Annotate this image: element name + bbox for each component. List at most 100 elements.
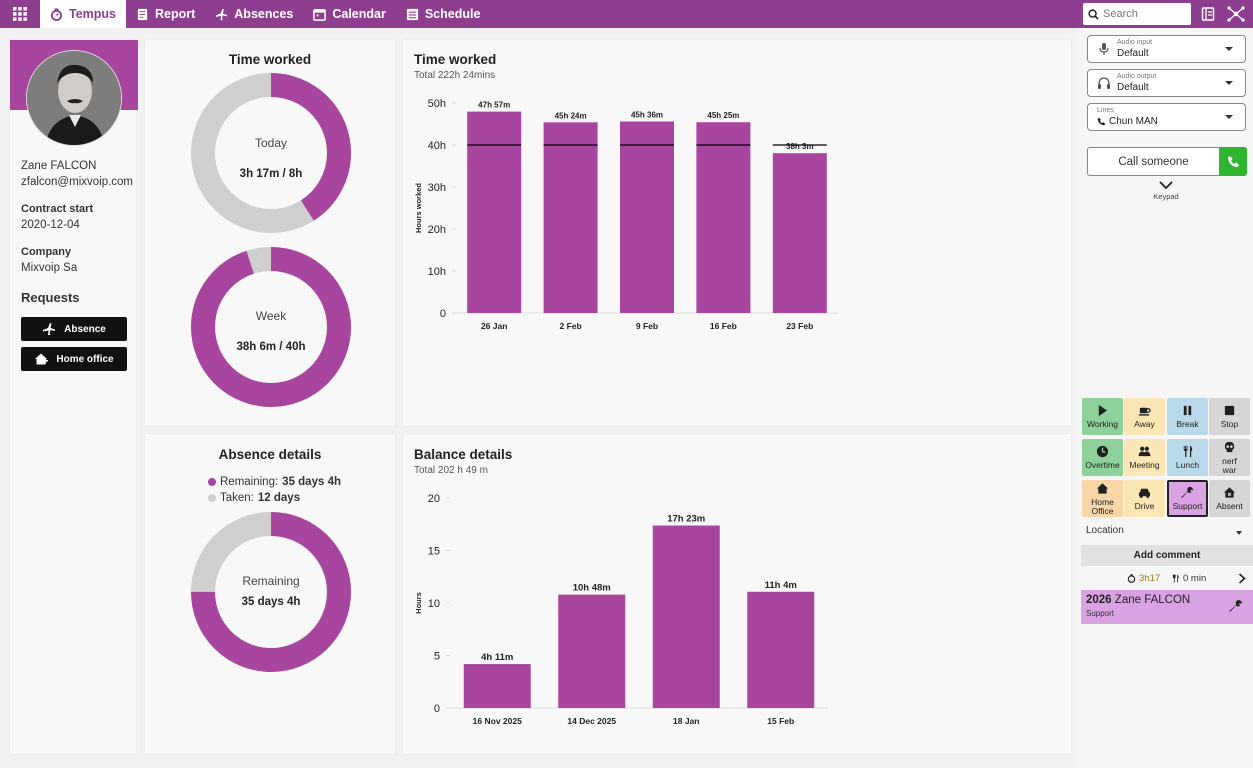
audio-output-select[interactable]: Audio output Default [1087,69,1246,97]
x-tick-label: 9 Feb [636,321,658,331]
audio-output-label: Audio output [1117,73,1157,80]
tab-label: Schedule [424,7,481,21]
tab-report[interactable]: Report [126,0,205,28]
balance-chart-title: Balance details [414,447,513,462]
lines-select[interactable]: Lines Chun MAN [1087,103,1246,131]
absence-request-button[interactable]: Absence [21,317,127,341]
location-label: Location [1086,525,1124,536]
profile-email: zfalcon@mixvoip.com [21,176,134,188]
bar [558,594,626,708]
time-entry-row[interactable]: 2026 Zane FALCON Support [1081,590,1253,624]
bar [747,591,815,708]
add-comment-button[interactable]: Add comment [1081,545,1253,566]
phone-icon [1097,117,1106,126]
plane-icon [216,8,228,20]
legend-taken: Taken: 12 days [208,492,300,504]
legend-remaining: Remaining: 35 days 4h [208,476,341,488]
lines-value: Chun MAN [1109,116,1158,127]
contract-start-value: 2020-12-04 [21,219,80,231]
search-input[interactable]: Search [1083,3,1191,25]
tab-schedule[interactable]: Schedule [396,0,491,28]
status-label: Working [1086,419,1119,430]
company-value: Mixvoip Sa [21,262,78,274]
avatar [26,50,122,146]
today-label: Today [254,136,288,150]
call-someone-input[interactable]: Call someone [1087,147,1219,176]
network-icon[interactable] [1226,4,1246,24]
clock-icon [1096,446,1109,458]
keypad-toggle[interactable]: Keypad [1140,181,1192,201]
status-home-office-button[interactable]: Home Office [1082,480,1123,517]
chevron-right-icon[interactable] [1238,573,1246,587]
status-label: Overtime [1085,460,1120,471]
home-plus-icon [35,353,49,365]
home-icon [1096,483,1109,494]
pause-time-value: 0 min [1183,573,1207,584]
tab-label: Report [155,7,196,21]
y-axis-label: Hours [414,592,423,614]
people-icon [1138,446,1151,457]
status-working-button[interactable]: Working [1082,398,1123,435]
chevron-down-icon[interactable] [1236,531,1242,535]
status-meeting-button[interactable]: Meeting [1124,439,1165,476]
chart-title: Time worked [414,52,497,67]
bar [620,121,674,313]
status-stop-button[interactable]: Stop [1209,398,1250,435]
bar [696,122,751,314]
y-tick-label: 50h [428,98,446,110]
balance-bar-chart: 0 5 10 15 20 Hours 4h 11m 16 Nov 2025 10h 48m 14 … [414,493,828,726]
absence-donut-label: Remaining 35 days 4h [211,574,331,608]
today-donut-arc [191,73,351,233]
audio-input-select[interactable]: Audio input Default [1087,35,1246,63]
call-button[interactable] [1219,147,1247,176]
chart-subtitle: Total 222h 24mins [414,70,496,81]
tab-tempus[interactable]: Tempus [40,0,126,28]
status-break-button[interactable]: Break [1167,398,1208,435]
balance-chart-subtitle: Total 202 h 49 m [414,465,488,476]
contacts-book-icon[interactable] [1198,4,1218,24]
bar-value-label: 45h 24m [555,111,587,120]
chevron-down-icon [1225,81,1233,85]
absence-donut [191,512,351,672]
bar-value-label: 4h 11m [481,652,513,663]
week-value: 38h 6m / 40h [236,341,306,353]
lines-value-wrap: Chun MAN [1097,116,1158,127]
status-label: Meeting [1129,460,1160,471]
apps-grid-icon[interactable] [0,0,40,28]
x-tick-label: 16 Nov 2025 [473,716,522,726]
search-placeholder: Search [1103,8,1138,20]
week-donut-arc [191,247,351,407]
status-lunch-button[interactable]: Lunch [1167,439,1208,476]
work-time-counter: 3h17 [1127,573,1160,584]
status-overtime-button[interactable]: Overtime [1082,439,1123,476]
keypad-label: Keypad [1153,192,1179,201]
timer-icon [50,7,63,21]
tab-calendar[interactable]: Calendar [303,0,396,28]
skull-icon [1224,441,1235,453]
location-select[interactable]: Location [1086,525,1124,536]
absence-card-title: Absence details [218,447,322,462]
status-label: Drive [1134,501,1155,512]
coffee-icon [1138,407,1151,416]
status-support-button[interactable]: Support [1167,480,1208,517]
bar [543,122,598,313]
bar-value-label: 38h 3m [786,142,814,151]
chevron-down-icon [1225,115,1233,119]
bar [467,111,522,313]
search-icon [1088,8,1099,20]
status-nerf-war-button[interactable]: nerf war [1209,439,1250,476]
report-icon [137,8,148,20]
status-absent-button[interactable]: Absent [1209,480,1250,517]
wrench-icon [1229,600,1242,612]
contract-start-label: Contract start [21,203,94,215]
pause-icon [1183,406,1192,416]
status-away-button[interactable]: Away [1124,398,1165,435]
play-icon [1098,405,1108,417]
x-tick-label: 23 Feb [786,321,813,331]
today-value: 3h 17m / 8h [239,168,303,180]
home-office-request-button[interactable]: Home office [21,347,127,371]
tab-absences[interactable]: Absences [205,0,303,28]
absence-donut-title: Remaining [242,574,300,588]
tab-label: Tempus [69,7,116,21]
status-drive-button[interactable]: Drive [1124,480,1165,517]
